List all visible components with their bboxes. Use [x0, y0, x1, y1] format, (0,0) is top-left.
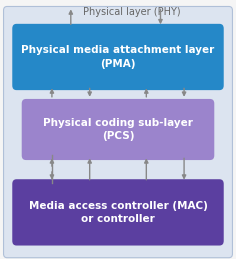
- Text: Physical coding sub-layer
(PCS): Physical coding sub-layer (PCS): [43, 118, 193, 141]
- FancyBboxPatch shape: [12, 24, 224, 90]
- FancyBboxPatch shape: [12, 179, 224, 246]
- Text: Physical layer (PHY): Physical layer (PHY): [83, 7, 181, 17]
- Text: Physical media attachment layer
(PMA): Physical media attachment layer (PMA): [21, 45, 215, 69]
- FancyBboxPatch shape: [22, 99, 214, 160]
- FancyBboxPatch shape: [4, 6, 232, 258]
- Text: Media access controller (MAC)
or controller: Media access controller (MAC) or control…: [29, 201, 207, 224]
